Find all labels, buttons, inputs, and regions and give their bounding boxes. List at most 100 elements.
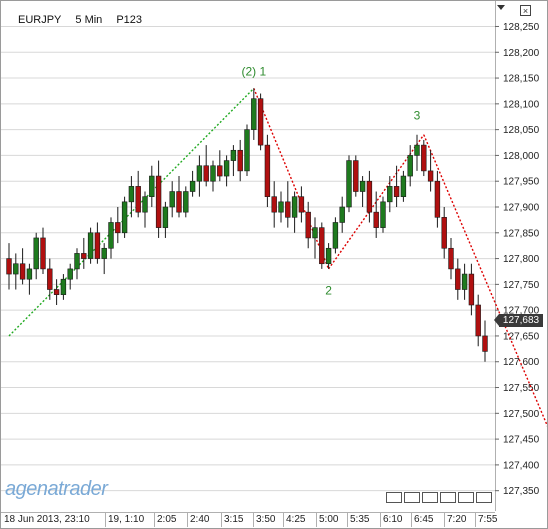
candle-body [380,201,386,228]
x-tick-label: 2:05 [157,514,177,525]
candle-body [101,247,107,259]
y-tick-label: 127,700 [503,306,540,317]
y-tick-label: 127,550 [503,383,540,394]
x-tick-separator [154,512,155,527]
candle-body [244,129,250,172]
wave-line [423,134,547,427]
scroll-box-3[interactable] [422,492,438,503]
candle-body [387,186,393,203]
candle-body [223,160,230,177]
candle-body [26,268,33,280]
candle-body [189,180,196,192]
scroll-box-4[interactable] [440,492,456,503]
x-tick-label: 2:40 [190,514,210,525]
x-tick-label: 6:10 [383,514,403,525]
candle-body [264,144,271,197]
candle-body [169,191,175,208]
y-tick-label: 127,500 [503,409,540,420]
candle-body [475,304,481,337]
candle-body [6,258,12,275]
candle-body [53,289,60,295]
candle-body [291,196,298,218]
candle-body [19,263,26,280]
x-tick-label: 3:50 [256,514,276,525]
x-tick-separator [187,512,188,527]
y-tick-label: 127,450 [503,435,540,446]
candle-body [400,175,407,197]
chart-plot-area[interactable]: 128,250 128,200 128,150 128,100 128,050 128,0… [1,1,547,511]
candle-body [108,222,114,249]
y-tick-label: 127,850 [503,228,540,239]
y-tick-label: 128,250 [503,22,540,33]
scroll-box-6[interactable] [476,492,492,503]
y-tick-label: 128,100 [503,99,540,110]
candle-body [210,165,216,182]
x-tick-separator [221,512,222,527]
x-tick-label: 7:20 [447,514,467,525]
y-tick-label: 127,750 [503,280,540,291]
candle-body [393,186,400,197]
candle-body [67,268,73,280]
candle-body [183,191,189,213]
candle-body [135,186,141,213]
close-icon[interactable]: × [520,5,531,16]
candle-body [87,232,94,259]
candle-body [115,222,121,234]
x-tick-label: 5:00 [319,514,339,525]
x-tick-separator [411,512,412,527]
last-price-marker: 127,683 [494,314,543,327]
x-tick-label: 19, 1:10 [108,514,145,525]
x-tick-separator [105,512,106,527]
candle-body [366,180,373,213]
candle-body [427,170,434,182]
time-axis [1,512,495,528]
candle-body [237,149,243,172]
candle-body [359,180,366,192]
y-tick-label: 128,200 [503,48,540,59]
scroll-box-1[interactable] [386,492,402,503]
candle-body [414,144,420,156]
x-tick-separator [253,512,254,527]
y-tick-label: 128,050 [503,125,540,136]
candle-body [319,227,325,265]
triangle-down-icon[interactable] [497,5,505,10]
timeframe-label: 5 Min [75,14,103,26]
scroll-box-5[interactable] [458,492,474,503]
y-tick-label: 128,000 [503,151,540,162]
candle-body [325,247,332,265]
candle-body [271,196,277,213]
y-tick-label: 127,600 [503,357,540,368]
candle-body [298,196,305,213]
candle-body [278,201,284,213]
candle-body [448,247,454,270]
candle-body [176,191,182,213]
x-tick-label: 6:45 [414,514,434,525]
candle-body [312,227,318,239]
scroll-box-2[interactable] [404,492,420,503]
wave-line [253,88,330,270]
candle-body [40,237,46,270]
candle-body [162,206,169,228]
price-chart: 128,250 128,200 128,150 128,100 128,050 128,0… [1,22,547,497]
candle-body [332,222,339,249]
candle-body [217,165,223,177]
x-tick-separator [283,512,284,527]
candle-body [257,98,264,146]
candle-body [353,160,359,192]
candle-body [455,268,461,290]
candle-body [196,165,203,182]
y-tick-label: 128,150 [503,74,540,85]
candle-body [155,175,162,228]
candle-body [47,268,53,290]
wave-label: (2) 1 [241,64,266,78]
candle-body [142,196,148,213]
candle-body [230,149,237,161]
x-tick-label: 4:25 [286,514,306,525]
candle-body [461,273,468,290]
study-label: P123 [116,14,143,26]
scroll-controls[interactable] [386,492,494,503]
candle-body [441,217,447,249]
x-tick-separator [444,512,445,527]
y-tick-label: 127,650 [503,331,540,342]
candle-body [373,211,379,228]
